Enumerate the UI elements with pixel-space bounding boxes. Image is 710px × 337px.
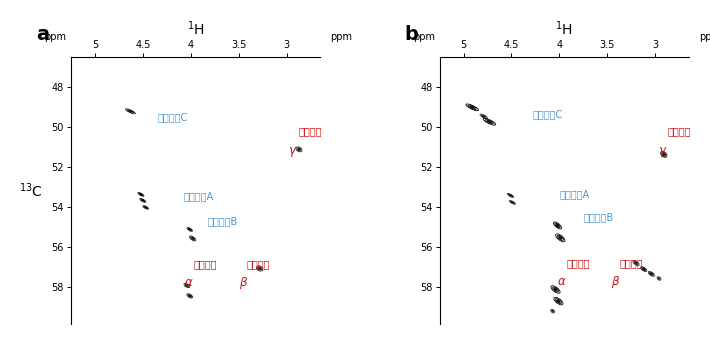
- Text: 環状構造: 環状構造: [566, 258, 589, 269]
- Text: β: β: [239, 276, 246, 289]
- Ellipse shape: [658, 278, 660, 279]
- Ellipse shape: [487, 121, 491, 123]
- Ellipse shape: [192, 238, 194, 239]
- Text: α: α: [557, 275, 565, 288]
- Title: $^{1}$H: $^{1}$H: [187, 19, 204, 38]
- Ellipse shape: [258, 268, 261, 269]
- Ellipse shape: [509, 195, 512, 196]
- Ellipse shape: [189, 229, 191, 230]
- Ellipse shape: [470, 106, 474, 109]
- Text: 架橋構造A: 架橋構造A: [183, 191, 213, 202]
- Text: α: α: [185, 276, 192, 289]
- Text: γ: γ: [658, 144, 665, 157]
- Text: $^{13}$C: $^{13}$C: [19, 181, 43, 200]
- Text: 環状構造: 環状構造: [298, 126, 322, 136]
- Ellipse shape: [140, 194, 142, 195]
- Text: 架橋構造B: 架橋構造B: [584, 212, 613, 222]
- Ellipse shape: [145, 207, 147, 208]
- Text: 環状構造: 環状構造: [667, 126, 691, 136]
- Ellipse shape: [635, 262, 637, 264]
- Text: ppm: ppm: [699, 32, 710, 42]
- Text: 架橋構造C: 架橋構造C: [532, 109, 563, 119]
- Text: 架橋構造A: 架橋構造A: [559, 189, 589, 200]
- Text: b: b: [405, 25, 419, 44]
- Ellipse shape: [662, 153, 665, 155]
- Ellipse shape: [650, 273, 652, 275]
- Text: 環状構造: 環状構造: [620, 258, 643, 269]
- Ellipse shape: [511, 202, 513, 203]
- Ellipse shape: [189, 295, 191, 297]
- Text: 環状構造: 環状構造: [246, 259, 270, 270]
- Ellipse shape: [557, 300, 560, 302]
- Ellipse shape: [129, 111, 132, 112]
- Text: 架橋構造B: 架橋構造B: [208, 216, 239, 226]
- Ellipse shape: [482, 116, 485, 117]
- Ellipse shape: [554, 288, 557, 291]
- Text: a: a: [36, 25, 49, 44]
- Text: β: β: [611, 275, 618, 288]
- Ellipse shape: [186, 285, 188, 286]
- Ellipse shape: [552, 310, 553, 312]
- Ellipse shape: [142, 200, 144, 201]
- Ellipse shape: [643, 268, 645, 270]
- Ellipse shape: [298, 149, 300, 150]
- Title: $^{1}$H: $^{1}$H: [555, 19, 573, 38]
- Text: 架橋構造C: 架橋構造C: [157, 112, 187, 122]
- Text: ppm: ppm: [413, 32, 435, 42]
- Text: 環状構造: 環状構造: [194, 259, 217, 270]
- Ellipse shape: [559, 237, 562, 239]
- Text: γ: γ: [288, 144, 295, 157]
- Text: ppm: ppm: [44, 32, 66, 42]
- Text: ppm: ppm: [330, 32, 352, 42]
- Ellipse shape: [556, 224, 559, 227]
